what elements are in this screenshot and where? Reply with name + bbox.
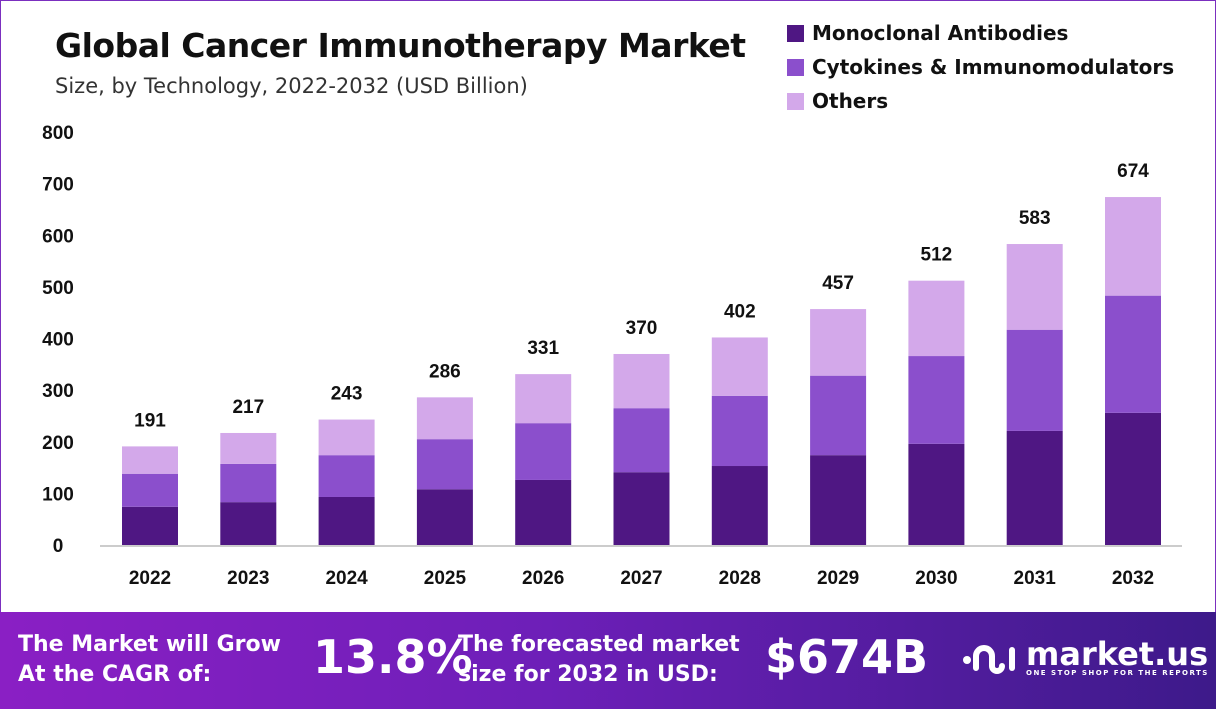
y-tick-label: 200 [42,433,74,454]
legend-item-monoclonal: Monoclonal Antibodies [787,16,1174,50]
x-tick-label: 2028 [719,568,761,589]
total-label: 583 [1019,208,1051,229]
market-us-logo[interactable]: market.us ONE STOP SHOP FOR THE REPORTS [962,638,1209,678]
y-tick-label: 700 [42,175,74,196]
bar-segment-others [711,337,768,396]
bar-segment-cytokines [1105,295,1161,413]
total-label: 674 [1117,161,1149,182]
summary-banner: The Market will Grow At the CAGR of: 13.8… [0,612,1216,709]
bar-segment-monoclonal [711,466,768,545]
bar-segment-monoclonal [122,506,178,545]
cagr-label-line: At the CAGR of: [18,662,212,687]
logo-tagline: ONE STOP SHOP FOR THE REPORTS [1026,669,1209,677]
bar-segment-others [908,280,965,357]
bar-segment-others [613,353,670,409]
chart-subtitle: Size, by Technology, 2022-2032 (USD Bill… [55,74,528,98]
bar-segment-others [318,419,375,456]
total-label: 331 [527,338,559,359]
total-label: 286 [429,361,461,382]
cagr-label-line: The Market will Grow [18,632,281,657]
x-tick-label: 2032 [1112,568,1154,589]
forecast-value: $674B [765,630,929,684]
bar-segment-others [122,446,178,474]
bar-segment-monoclonal [1105,412,1161,545]
bar-segment-others [1105,197,1161,296]
cagr-value: 13.8% [313,630,473,684]
x-tick-label: 2025 [424,568,467,589]
bar-segment-monoclonal [220,502,277,545]
bar-segment-others [1006,244,1063,330]
x-tick-label: 2024 [325,568,368,589]
y-tick-label: 0 [53,536,64,557]
x-tick-label: 2031 [1014,568,1057,589]
bar-segment-cytokines [1006,329,1063,431]
y-tick-label: 400 [42,330,74,351]
bar-segment-cytokines [613,408,670,473]
total-label: 191 [134,410,166,431]
legend-swatch [787,58,804,76]
total-label: 370 [626,318,658,339]
bar-segment-cytokines [908,356,965,444]
bar-segment-monoclonal [613,472,670,545]
bar-segment-others [220,432,277,464]
bar-segment-others [416,397,473,440]
bar-segment-monoclonal [1006,430,1063,545]
legend-label: Monoclonal Antibodies [812,21,1069,45]
bar-segment-cytokines [220,463,277,503]
x-tick-label: 2026 [522,568,564,589]
total-label: 457 [822,273,854,294]
forecast-label-line: size for 2032 in USD: [458,662,718,687]
y-tick-label: 300 [42,381,74,402]
bar-segment-monoclonal [416,489,473,545]
total-label: 402 [724,301,756,322]
y-tick-label: 500 [42,278,74,299]
legend-label: Others [812,89,889,113]
x-tick-label: 2029 [817,568,859,589]
y-tick-label: 100 [42,484,74,505]
legend: Monoclonal Antibodies Cytokines & Immuno… [787,16,1174,118]
bar-segment-monoclonal [318,496,375,545]
y-tick-label: 600 [42,226,74,247]
bar-segment-monoclonal [810,455,867,545]
forecast-label: The forecasted market size for 2032 in US… [458,630,740,690]
legend-item-others: Others [787,84,1174,118]
chart-title: Global Cancer Immunotherapy Market [55,26,746,65]
bar-segment-cytokines [711,395,768,467]
legend-swatch [787,92,804,110]
y-tick-label: 800 [42,123,74,144]
x-tick-label: 2022 [129,568,171,589]
total-label: 243 [331,384,363,405]
cagr-label: The Market will Grow At the CAGR of: [18,630,281,690]
total-label: 217 [232,397,264,418]
logo-icon [963,645,1015,674]
x-tick-label: 2023 [227,568,269,589]
bar-segment-monoclonal [515,479,572,545]
bar-segment-cytokines [810,375,867,456]
bar-segment-cytokines [515,423,572,480]
legend-swatch [787,24,804,42]
bar-segment-cytokines [122,473,178,507]
bar-segment-others [515,374,572,424]
legend-item-cytokines: Cytokines & Immunomodulators [787,50,1174,84]
bar-segment-monoclonal [908,443,965,545]
bar-segment-cytokines [318,455,375,497]
x-tick-label: 2030 [915,568,957,589]
bar-segment-others [810,309,867,376]
bar-segment-cytokines [416,439,473,490]
legend-label: Cytokines & Immunomodulators [812,55,1175,79]
x-tick-label: 2027 [620,568,662,589]
total-label: 512 [921,245,953,266]
logo-name: market.us [1026,635,1209,673]
forecast-label-line: The forecasted market [458,632,740,657]
stacked-bar-chart: 0 100 200 300 400 500 600 700 800 191 2022 217 2023 2… [42,123,1182,589]
